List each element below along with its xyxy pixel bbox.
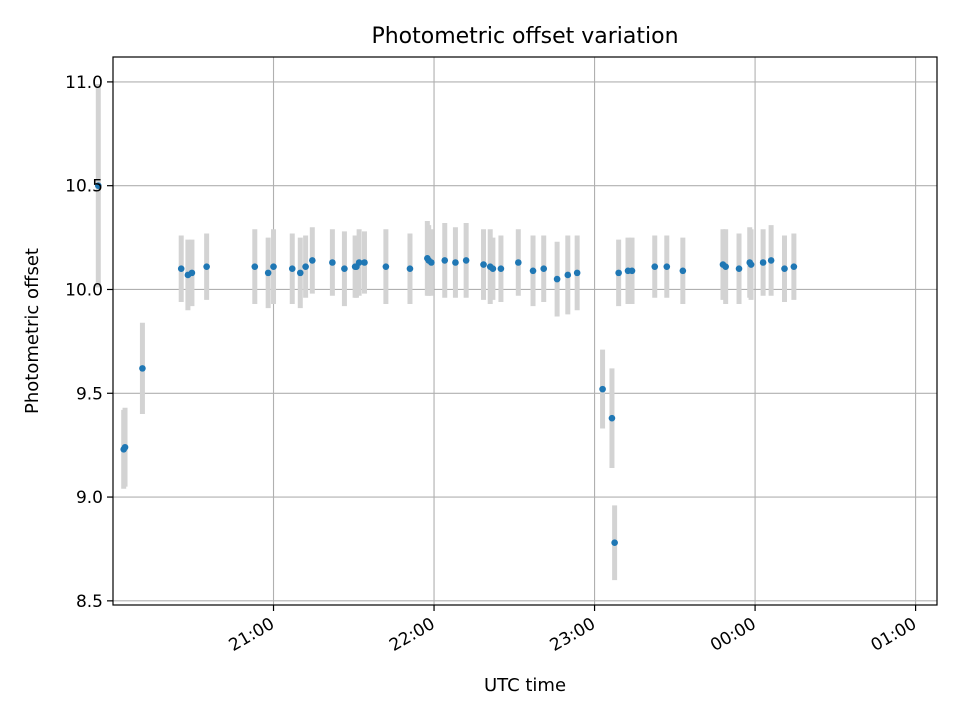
data-point [564,271,572,279]
plot-frame [112,56,938,606]
data-point [341,265,348,273]
data-point [94,182,102,189]
data-point [759,259,767,266]
x-tick-label: 23:00 [547,614,599,656]
data-point [288,265,296,273]
data-point [679,267,687,275]
data-point [515,259,522,266]
data-point [735,265,743,273]
data-point [462,257,470,264]
grid-lines [113,57,937,605]
x-tick-label: 22:00 [386,614,438,656]
y-tick-label: 11.0 [65,73,103,93]
data-point [309,257,316,264]
data-point [270,263,277,270]
x-tick-label: 01:00 [868,614,920,656]
data-point [611,539,618,547]
data-point [608,414,616,422]
data-point [790,263,798,270]
data-point [615,269,622,277]
data-point [628,267,636,275]
data-point [121,443,129,451]
data-point [540,265,548,273]
data-point [264,269,272,277]
y-tick-label: 10.5 [65,177,103,197]
data-point [480,261,487,268]
data-point [406,265,414,273]
data-point [781,265,788,273]
data-point [489,265,497,273]
y-tick-label: 10.0 [65,280,103,300]
data-point [573,269,581,277]
data-point [329,259,336,266]
data-point [139,365,146,372]
data-point [355,259,363,266]
data-point [361,259,368,266]
chart-title: Photometric offset variation [371,24,678,49]
y-axis-ticks: 8.5 9.0 9.5 10.0 10.5 11.0 [65,73,113,612]
y-axis-label: Photometric offset [22,248,43,414]
data-point [722,263,729,270]
data-point [599,385,606,393]
data-point [553,275,561,283]
data-point [441,257,449,264]
data-point [747,261,755,268]
x-axis-ticks: 21:00 22:00 23:00 00:00 01:00 [226,605,920,656]
data-point [767,257,775,264]
x-axis-label: UTC time [484,675,566,696]
x-tick-label: 21:00 [226,614,278,656]
data-point [497,265,505,273]
data-point [302,263,309,270]
data-point [177,265,185,273]
data-point [296,269,304,277]
data-point [251,263,259,270]
y-tick-label: 9.0 [76,488,103,508]
error-bars [95,83,797,581]
data-point [382,263,390,270]
data-points [94,182,798,547]
data-point [452,259,459,266]
data-point [529,267,537,275]
x-tick-label: 00:00 [707,614,759,656]
data-point [428,259,435,266]
data-point [188,269,196,277]
y-tick-label: 9.5 [76,384,103,404]
data-point [203,263,210,270]
data-point [663,263,671,270]
data-point [651,263,659,270]
y-tick-label: 8.5 [76,592,103,612]
